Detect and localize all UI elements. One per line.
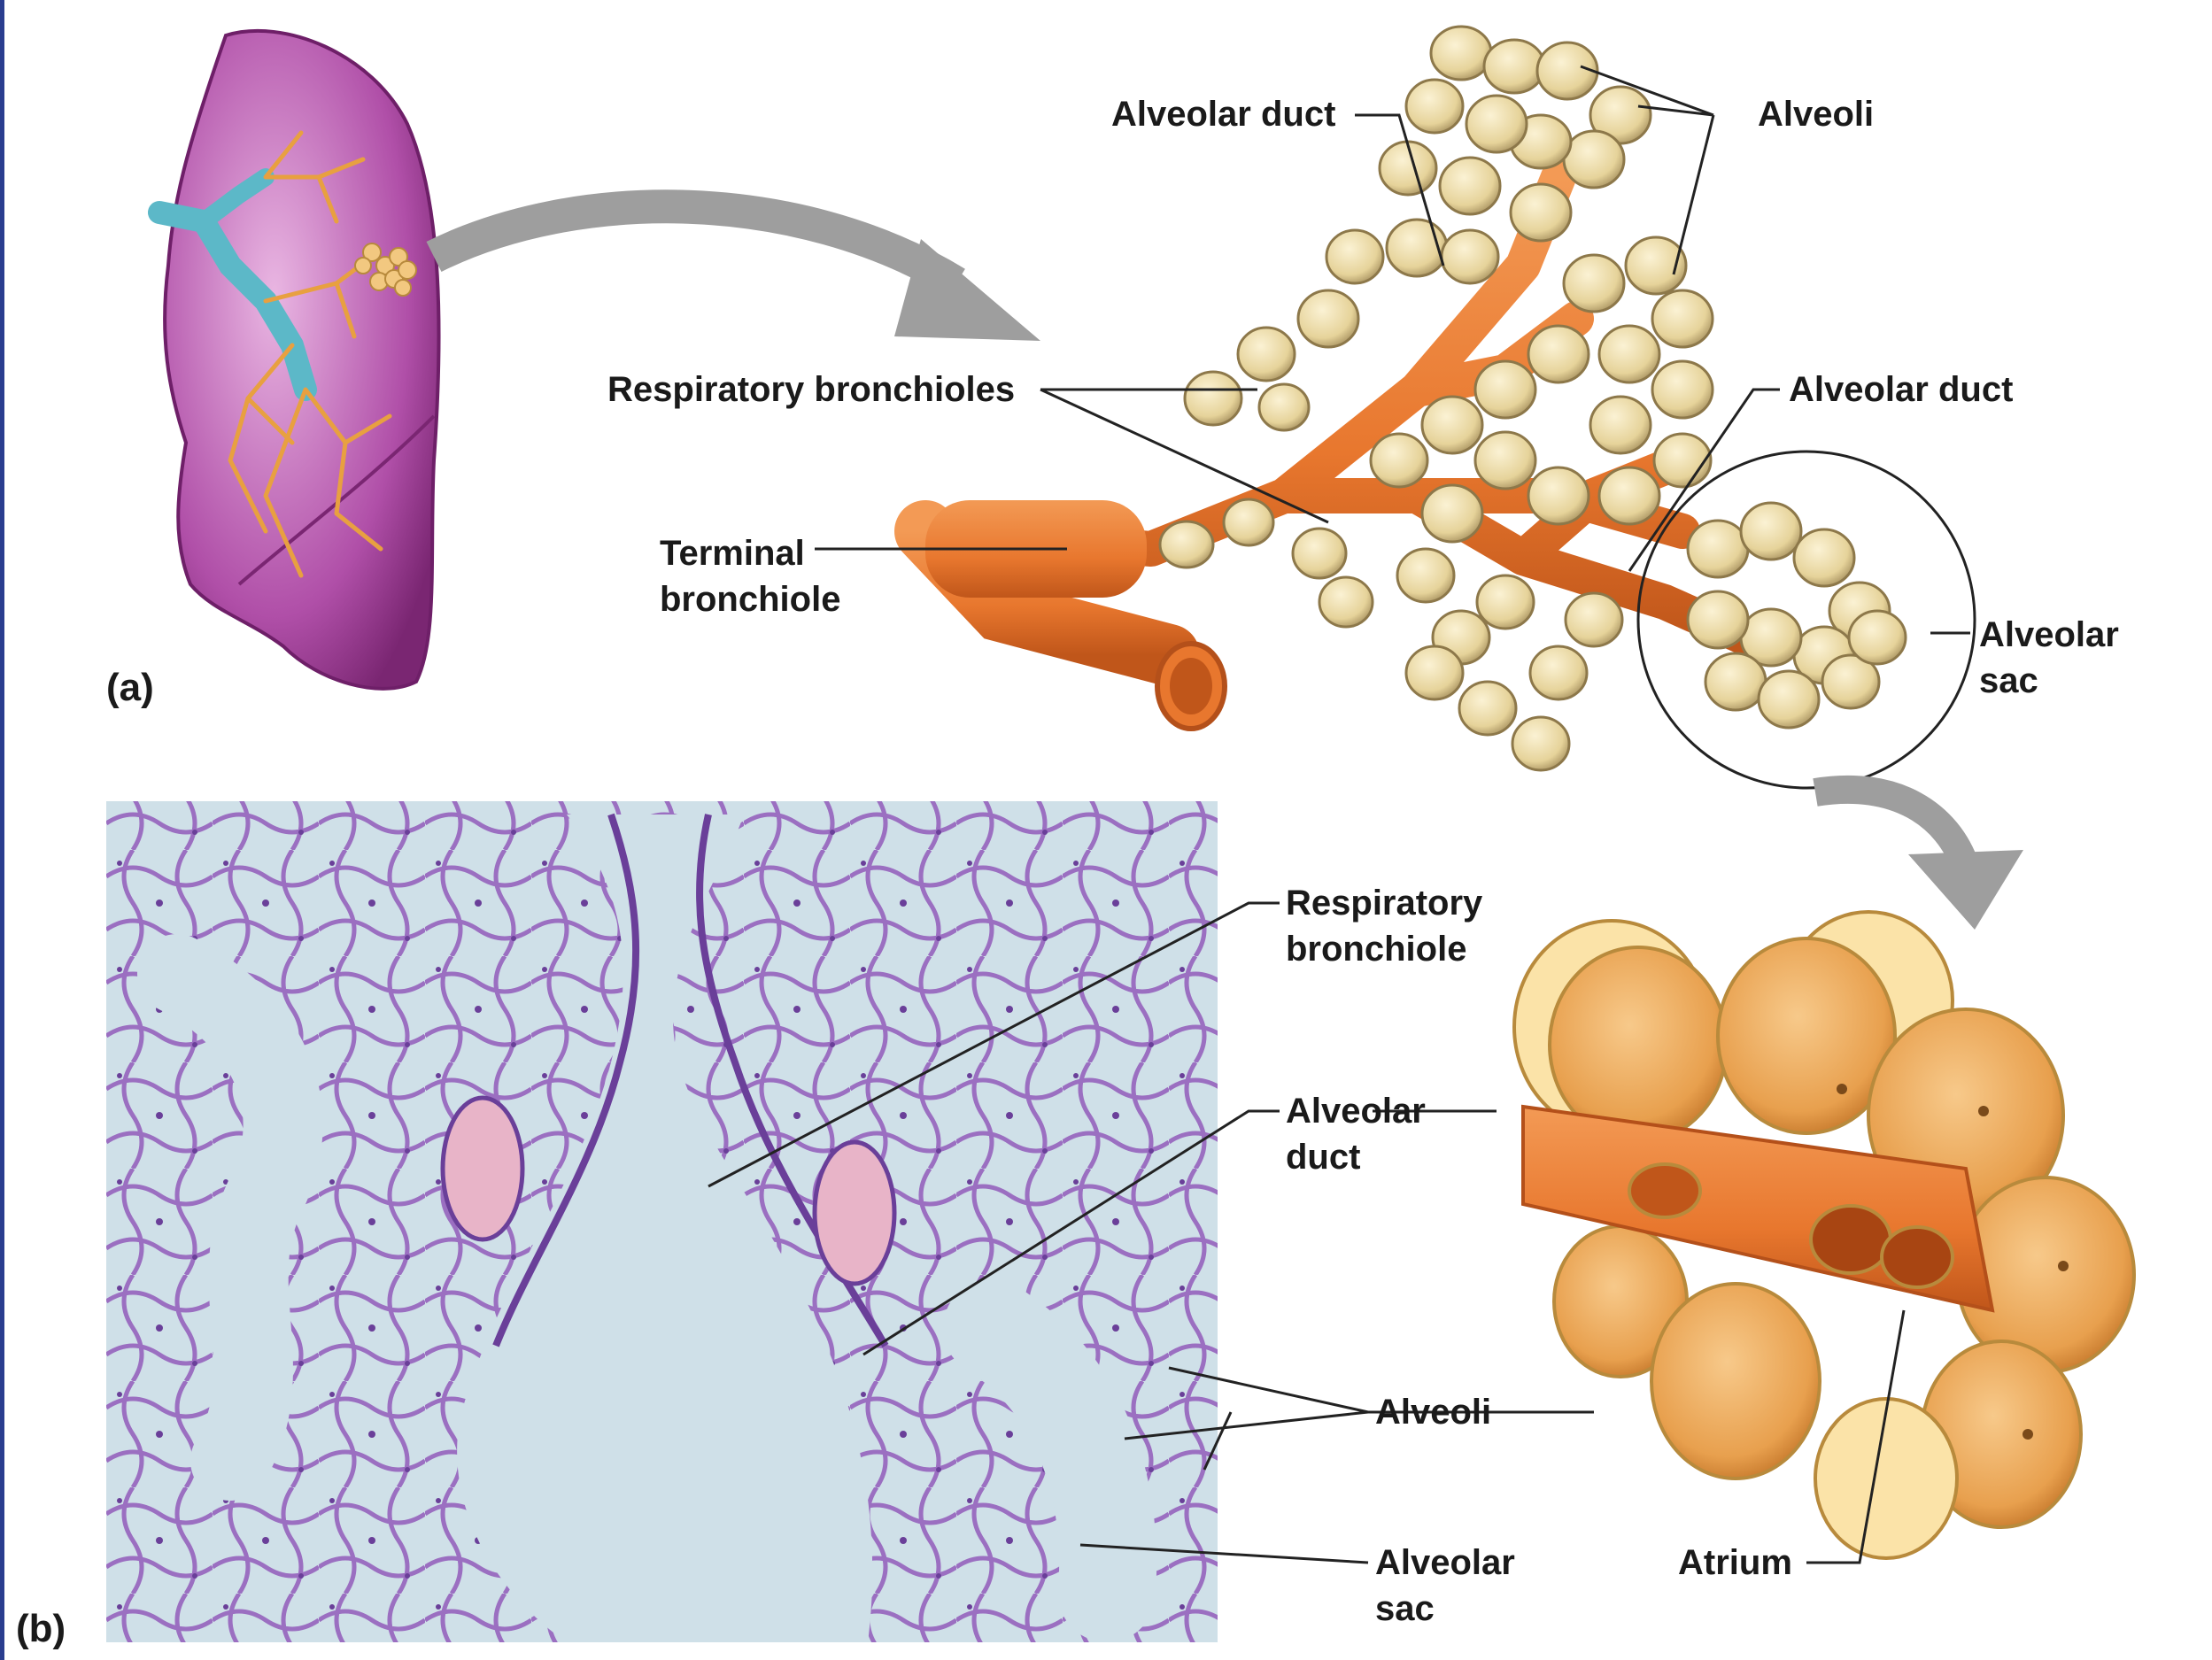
label-respiratory-bronchioles: Respiratory bronchioles (607, 370, 1016, 409)
label-terminal-bronchiole-line1: Terminal (660, 534, 805, 573)
label-alveolar-sac-b-line2: sac (1375, 1589, 1435, 1628)
left-border-bar (0, 0, 4, 1660)
magnify-arrow-bottom (1813, 775, 2023, 930)
panel-label-a: (a) (106, 666, 154, 709)
label-respiratory-bronchiole-line2: bronchiole (1286, 930, 1467, 969)
lung-illustration (148, 28, 441, 691)
label-alveolar-duct-b-line2: duct (1286, 1138, 1361, 1177)
label-alveolar-duct-right: Alveolar duct (1789, 370, 2014, 409)
label-respiratory-bronchiole-line1: Respiratory (1286, 884, 1483, 923)
micrograph (106, 801, 1218, 1642)
alveolar-sac-enlarged (1512, 910, 2136, 1560)
panel-label-b: (b) (16, 1607, 66, 1650)
label-alveoli-top: Alveoli (1758, 95, 1875, 134)
magnify-arrow-top (426, 189, 1040, 341)
label-atrium: Atrium (1678, 1543, 1792, 1582)
label-alveoli-b: Alveoli (1375, 1393, 1492, 1432)
label-alveolar-duct-b-line1: Alveolar (1286, 1092, 1426, 1131)
label-alveolar-sac-a-line2: sac (1979, 661, 2038, 700)
label-alveolar-duct-top: Alveolar duct (1111, 95, 1336, 134)
alveolus-clusters (1158, 25, 1907, 772)
label-alveolar-sac-a-line1: Alveolar (1979, 615, 2119, 654)
label-alveolar-sac-b-line1: Alveolar (1375, 1543, 1515, 1582)
label-terminal-bronchiole-line2: bronchiole (660, 580, 841, 619)
alveolar-sac-circle (1636, 450, 1976, 790)
leader-lines (708, 65, 1970, 1564)
